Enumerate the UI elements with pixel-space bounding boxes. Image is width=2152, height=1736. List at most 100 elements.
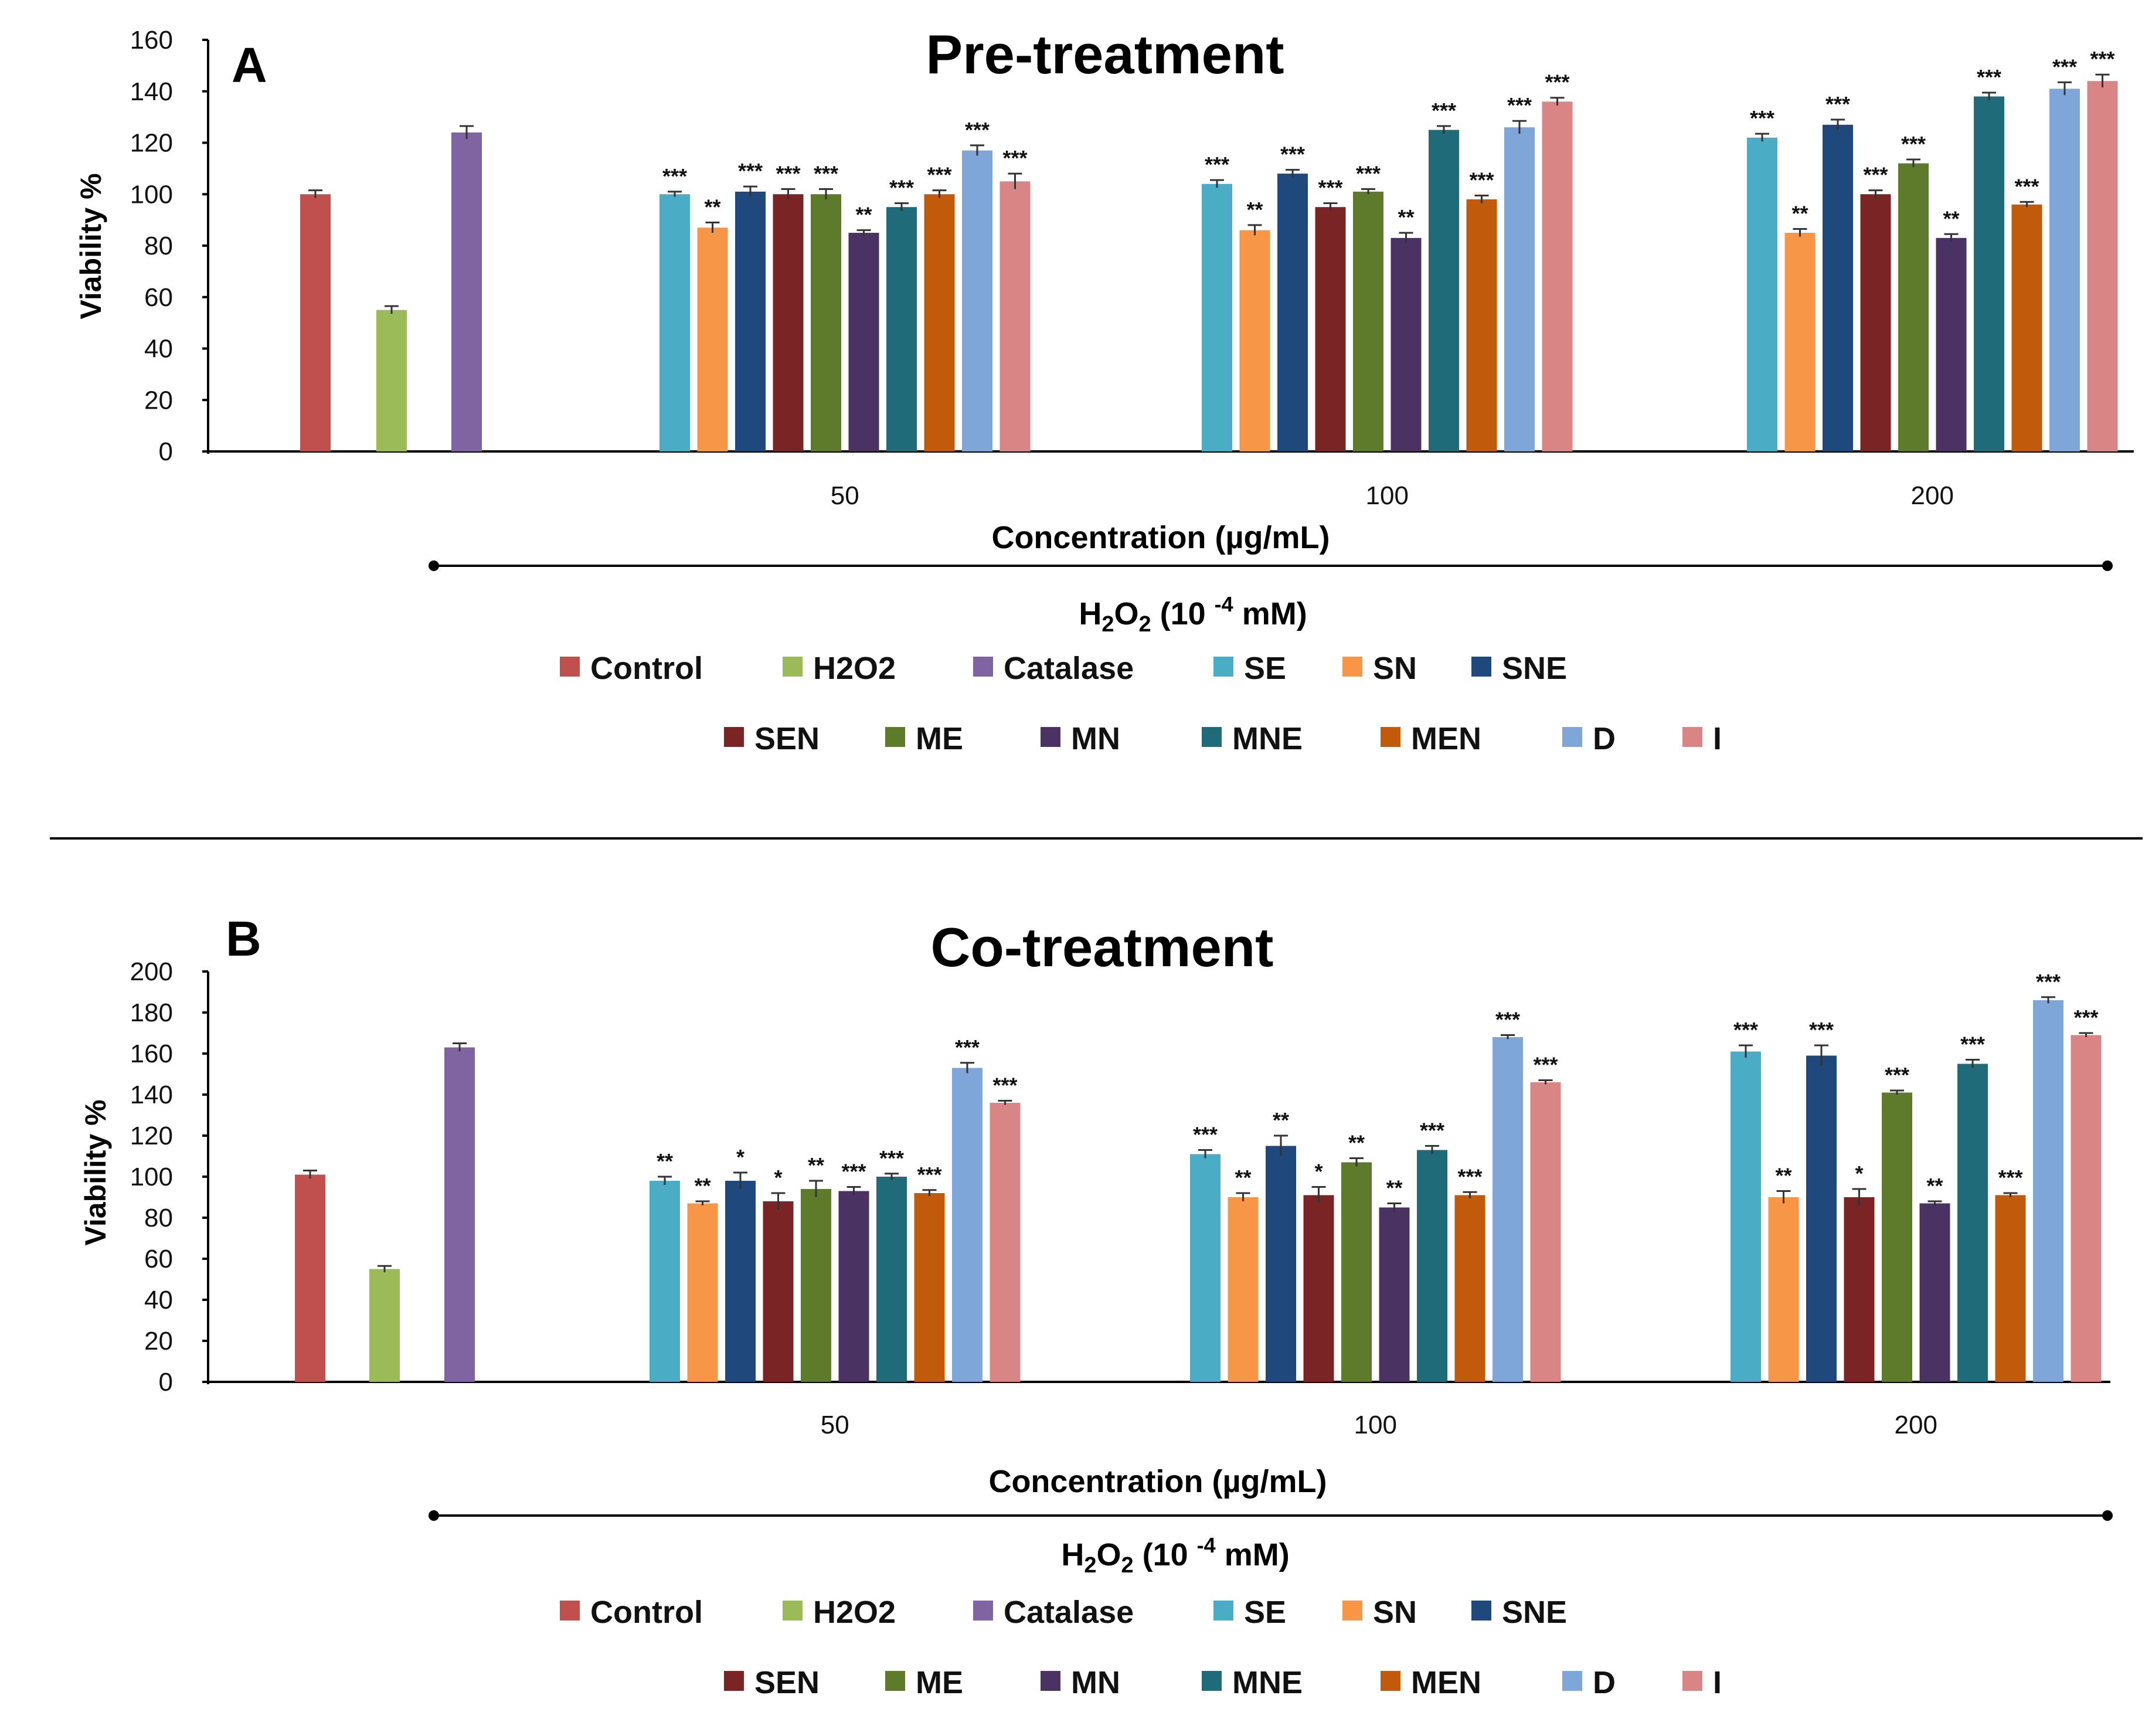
panel-a-sig-100-mne: *** [1432, 98, 1456, 123]
panel-a-sig-200-i: *** [2090, 47, 2114, 71]
panel-a-sig-50-me: *** [814, 161, 838, 185]
panel-b-x-tick-label-200: 200 [1895, 1411, 1937, 1439]
panel-a-legend-label-me: ME [916, 721, 963, 756]
panel-a: A Pre-treatment Viability % Concentratio… [74, 23, 2134, 756]
panel-b-sig-100-se: *** [1193, 1123, 1218, 1147]
panel-a-bar-100-sen [1315, 207, 1346, 451]
panel-a-legend-swatch-h2o2 [783, 657, 803, 677]
panel-b-y-tick-label: 160 [130, 1039, 173, 1068]
panel-b-bar-200-i [2071, 1035, 2102, 1382]
panel-a-legend-swatch-men [1381, 727, 1400, 747]
panel-a-sig-100-d: *** [1507, 93, 1532, 117]
panel-b-legend-label-mn: MN [1071, 1665, 1120, 1700]
panel-b-y-tick-label: 20 [144, 1327, 173, 1355]
panel-b-legend-label-se: SE [1244, 1595, 1286, 1630]
panel-b-y-axis-label: Viability % [79, 1099, 112, 1245]
panel-b-bar-control [295, 1174, 325, 1382]
panel-b-sig-50-sne: * [736, 1145, 744, 1169]
panel-a-sig-50-sn: ** [704, 195, 720, 219]
panel-a-title: Pre-treatment [926, 23, 1284, 85]
panel-a-bar-200-se [1747, 137, 1777, 452]
panel-b-legend-label-i: I [1713, 1665, 1722, 1700]
panel-a-bar-50-mne [886, 207, 917, 451]
panel-a-bar-100-i [1542, 101, 1573, 452]
panel-a-bar-200-sen [1860, 194, 1891, 451]
panel-b-bar-catalase [444, 1047, 475, 1382]
panel-a-legend-label-men: MEN [1411, 721, 1481, 756]
panel-b-bar-200-sen [1844, 1197, 1875, 1382]
panel-a-legend-label-d: D [1593, 721, 1616, 756]
panel-a-legend-label-h2o2: H2O2 [813, 651, 896, 686]
panel-b-bar-50-sen [763, 1201, 794, 1382]
panel-a-y-tick-label: 40 [144, 335, 173, 363]
panel-a-legend-label-mn: MN [1071, 721, 1120, 756]
panel-b-bracket-start-dot [429, 1510, 439, 1521]
panel-a-legend-label-i: I [1713, 721, 1722, 756]
panel-b-sig-100-sen: * [1314, 1160, 1323, 1184]
panel-b-x-axis-label: Concentration (µg/mL) [988, 1464, 1327, 1499]
panel-b-legend-swatch-sen [724, 1671, 744, 1691]
panel-b-bar-50-me [801, 1189, 831, 1382]
panel-b-sig-200-i: *** [2073, 1005, 2098, 1030]
panel-a-legend-label-sn: SN [1373, 651, 1417, 686]
panel-b-bar-100-d [1493, 1037, 1523, 1382]
panel-a-legend-swatch-mne [1202, 727, 1222, 747]
panel-a-legend-swatch-sne [1471, 657, 1491, 677]
panel-a-bar-50-se [659, 194, 690, 451]
panel-a-bar-100-mn [1391, 237, 1422, 451]
panel-b-sig-200-sn: ** [1775, 1164, 1791, 1188]
panel-b-legend-label-catalase: Catalase [1004, 1595, 1134, 1630]
panel-a-legend-swatch-control [560, 657, 580, 677]
panel-a-y-tick-label: 20 [144, 386, 173, 415]
panel-b-sig-100-d: *** [1495, 1008, 1520, 1032]
panel-b-bar-50-mne [876, 1177, 907, 1382]
panel-b-bar-100-men [1454, 1195, 1485, 1382]
panel-a-legend-swatch-d [1562, 727, 1582, 747]
panel-b-legend-swatch-sn [1342, 1601, 1362, 1621]
panel-a-y-axis-label: Viability % [74, 173, 107, 319]
panel-a-bar-catalase [451, 132, 482, 451]
panel-a-y-tick-label: 60 [144, 283, 173, 312]
panel-b-bar-50-se [650, 1181, 680, 1382]
panel-a-sig-200-mne: *** [1977, 65, 2001, 89]
panel-a-legend: Control H2O2 Catalase SE SN SNE SEN ME MN MNE MEN D… [560, 651, 1722, 756]
panel-b-bar-50-sne [725, 1181, 756, 1382]
panel-b-legend-swatch-sne [1471, 1601, 1491, 1621]
panel-b-sig-100-men: *** [1457, 1164, 1482, 1188]
panel-a-sig-200-sn: ** [1791, 201, 1808, 225]
panel-a-legend-swatch-i [1682, 727, 1702, 747]
panel-b-sig-50-se: ** [657, 1149, 673, 1173]
panel-b-y-tick-label: 140 [130, 1081, 173, 1109]
panel-a-bar-200-d [2049, 89, 2080, 452]
panel-b-legend-label-me: ME [916, 1665, 963, 1700]
panel-a-bar-200-i [2087, 81, 2118, 451]
panel-b-sig-50-mne: *** [879, 1146, 904, 1170]
panel-a-bar-200-sne [1823, 124, 1853, 452]
panel-b-bar-200-mn [1919, 1203, 1950, 1382]
panel-a-bar-100-mne [1429, 130, 1459, 451]
panel-a-legend-swatch-me [885, 727, 905, 747]
panel-a-bar-h2o2 [376, 310, 407, 451]
panel-a-x-tick-label-100: 100 [1366, 481, 1409, 510]
panel-b-legend-label-d: D [1593, 1665, 1616, 1700]
panel-b-bar-50-d [952, 1068, 982, 1382]
panel-b-bar-50-sn [687, 1203, 718, 1382]
panel-b-legend-swatch-control [560, 1601, 580, 1621]
panel-a-sig-50-i: *** [1002, 146, 1027, 170]
panel-b-legend-swatch-d [1562, 1671, 1582, 1691]
panel-b-legend-swatch-me [885, 1671, 905, 1691]
panel-a-legend-swatch-se [1213, 657, 1233, 677]
panel-a-legend-swatch-catalase [973, 657, 993, 677]
panel-b-sig-50-mn: *** [841, 1160, 866, 1184]
panel-b-sig-100-mn: ** [1386, 1176, 1402, 1200]
panel-b-sig-50-sn: ** [694, 1174, 710, 1198]
panel-a-bar-100-d [1504, 127, 1535, 452]
panel-b-sig-200-mne: *** [1960, 1032, 1985, 1056]
panel-a-legend-label-sen: SEN [754, 721, 820, 756]
panel-b-legend-label-sn: SN [1373, 1595, 1417, 1630]
panel-b-sig-200-d: *** [2036, 970, 2061, 994]
panel-b-bar-200-se [1731, 1051, 1761, 1382]
